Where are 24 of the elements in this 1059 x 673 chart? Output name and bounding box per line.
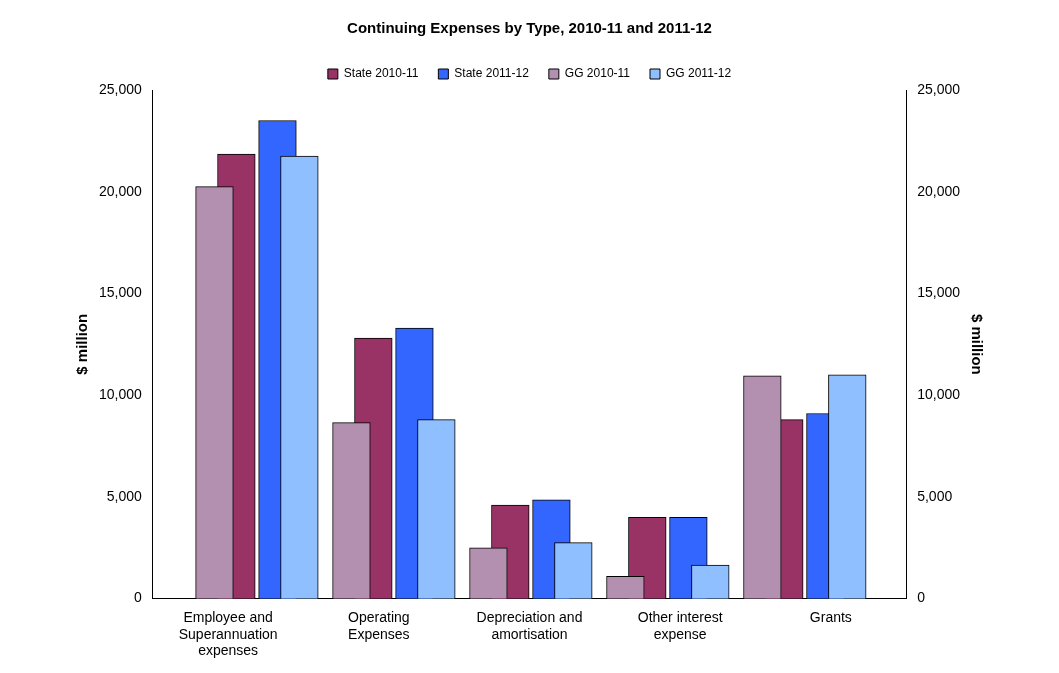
y2-tick-label: 10,000 (917, 386, 961, 403)
x-tick-label: Employee and Superannuation expenses (178, 608, 278, 659)
chart-title: Continuing Expenses by Type, 2010-11 and 2011-12 (347, 19, 712, 37)
y-tick-label: 10,000 (98, 386, 143, 403)
y2-tick-label: 15,000 (917, 284, 961, 301)
legend-label: State 2010-11 (343, 66, 419, 81)
legend-label: GG 2011-12 (666, 66, 732, 81)
y2-tick-label: 5,000 (917, 487, 953, 504)
y-tick-label: 15,000 (98, 284, 143, 301)
legend-label: State 2011-12 (454, 66, 530, 81)
x-tick-label: Other interest expense (637, 608, 723, 642)
y-tick-label: 25,000 (98, 80, 143, 97)
x-tick-label: Grants (809, 608, 852, 625)
y2-tick-label: 25,000 (917, 80, 961, 97)
y-tick-label: 5,000 (106, 487, 143, 504)
y2-axis-title: $ million (968, 313, 986, 375)
x-tick-label: Operating Expenses (348, 608, 410, 642)
y-tick-label: 20,000 (98, 182, 143, 199)
y2-tick-label: 20,000 (917, 182, 961, 199)
y-tick-label: 0 (134, 589, 143, 606)
y2-tick-label: 0 (917, 589, 926, 606)
x-tick-label: Depreciation and amortisation (476, 608, 583, 642)
legend-label: GG 2010-11 (564, 66, 631, 81)
y-axis-title: $ million (73, 313, 91, 375)
